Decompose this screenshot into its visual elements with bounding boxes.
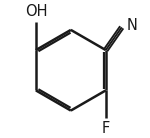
- Text: OH: OH: [25, 4, 47, 19]
- Text: N: N: [127, 18, 137, 33]
- Text: F: F: [102, 121, 110, 136]
